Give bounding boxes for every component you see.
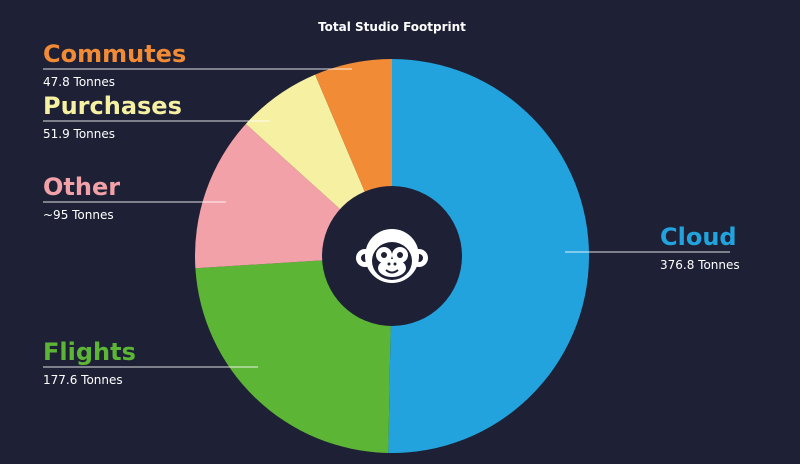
slice-value-cloud: 376.8 Tonnes <box>660 258 740 272</box>
slice-label-other: Other <box>43 173 120 201</box>
slice-label-purchases: Purchases <box>43 92 182 120</box>
center-hole <box>322 186 462 326</box>
slice-value-flights: 177.6 Tonnes <box>43 373 123 387</box>
chart-title: Total Studio Footprint <box>318 20 466 34</box>
slice-value-purchases: 51.9 Tonnes <box>43 127 115 141</box>
pie-slice-cloud <box>388 59 589 453</box>
slice-value-other: ~95 Tonnes <box>43 208 114 222</box>
slice-labels: Cloud 376.8 Tonnes Flights 177.6 Tonnes Othe… <box>43 40 740 387</box>
slice-value-commutes: 47.8 Tonnes <box>43 75 115 89</box>
slice-label-flights: Flights <box>43 338 136 366</box>
slice-label-cloud: Cloud <box>660 223 737 251</box>
leader-lines <box>43 68 730 368</box>
slice-label-commutes: Commutes <box>43 40 186 68</box>
monkey-face-icon <box>356 229 428 283</box>
